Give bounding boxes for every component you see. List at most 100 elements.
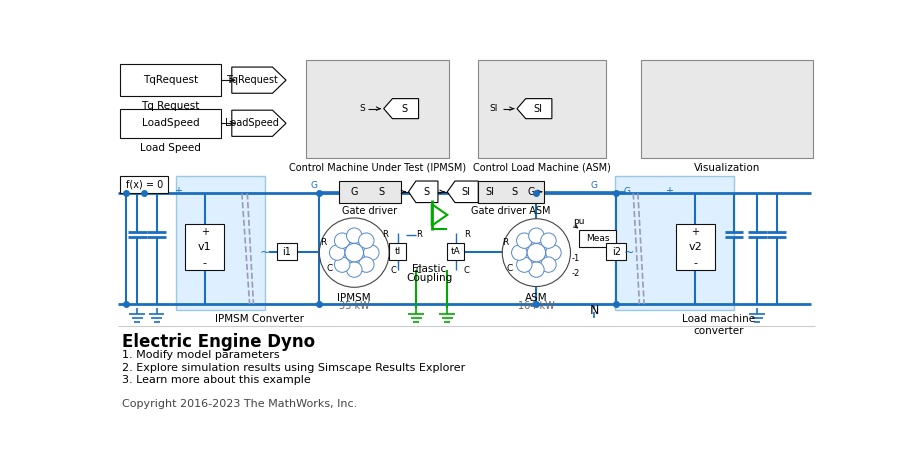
Text: LoadSpeed: LoadSpeed: [141, 118, 200, 128]
Text: S: S: [378, 187, 384, 197]
Polygon shape: [517, 98, 551, 119]
Circle shape: [363, 245, 379, 260]
Text: tI: tI: [394, 247, 400, 257]
Text: LoadSpeed: LoadSpeed: [225, 118, 279, 128]
Text: +: +: [200, 227, 209, 237]
Text: Control Machine Under Test (IPMSM): Control Machine Under Test (IPMSM): [289, 163, 466, 173]
Text: i1: i1: [282, 247, 291, 257]
Text: R: R: [415, 230, 421, 239]
FancyBboxPatch shape: [306, 60, 448, 158]
Text: ~: ~: [260, 246, 270, 259]
FancyBboxPatch shape: [120, 109, 220, 138]
FancyBboxPatch shape: [477, 60, 606, 158]
Circle shape: [344, 243, 363, 262]
Circle shape: [329, 245, 344, 260]
Circle shape: [545, 245, 560, 260]
Text: S: S: [359, 104, 364, 113]
Text: Coupling: Coupling: [406, 272, 452, 283]
Text: IPMSM: IPMSM: [337, 293, 371, 303]
Circle shape: [346, 262, 362, 277]
FancyBboxPatch shape: [120, 175, 168, 193]
Text: C: C: [415, 266, 421, 275]
Text: R: R: [502, 238, 508, 247]
FancyBboxPatch shape: [120, 64, 220, 96]
FancyBboxPatch shape: [675, 224, 714, 270]
Circle shape: [346, 228, 362, 243]
Text: SI: SI: [485, 187, 494, 197]
Text: -: -: [177, 299, 179, 309]
Circle shape: [527, 243, 545, 262]
Text: SI: SI: [533, 104, 542, 113]
Text: R: R: [320, 238, 326, 247]
Text: S: S: [423, 187, 429, 197]
Text: 35 kW: 35 kW: [339, 301, 369, 311]
Polygon shape: [231, 67, 286, 93]
Text: SI: SI: [489, 104, 497, 113]
FancyBboxPatch shape: [276, 243, 297, 260]
Circle shape: [319, 218, 389, 287]
Circle shape: [540, 233, 556, 249]
Text: Gate driver ASM: Gate driver ASM: [471, 206, 550, 216]
Text: Load machine
converter: Load machine converter: [681, 314, 754, 336]
Text: C: C: [326, 264, 333, 272]
Circle shape: [540, 257, 556, 272]
Polygon shape: [231, 110, 286, 136]
FancyBboxPatch shape: [185, 224, 224, 270]
Text: C: C: [390, 266, 395, 275]
FancyBboxPatch shape: [389, 243, 405, 260]
Text: Tq Request: Tq Request: [141, 101, 200, 111]
Circle shape: [502, 219, 570, 287]
Text: ~: ~: [623, 246, 634, 259]
Text: v2: v2: [688, 242, 701, 252]
Text: +: +: [691, 227, 699, 237]
Text: v1: v1: [198, 242, 211, 252]
Text: G: G: [590, 181, 598, 190]
Circle shape: [358, 233, 374, 249]
Text: G: G: [310, 181, 317, 190]
Polygon shape: [408, 181, 437, 203]
Circle shape: [516, 233, 531, 249]
Text: SI: SI: [461, 187, 470, 197]
Text: TqRequest: TqRequest: [143, 75, 198, 85]
Text: IPMSM Converter: IPMSM Converter: [215, 314, 304, 324]
Text: Load Speed: Load Speed: [140, 143, 200, 152]
Circle shape: [358, 257, 374, 272]
Text: +: +: [664, 186, 672, 196]
Circle shape: [528, 228, 544, 243]
FancyBboxPatch shape: [615, 175, 733, 310]
Circle shape: [528, 262, 544, 277]
Text: G: G: [623, 187, 630, 196]
Text: pu: pu: [572, 217, 584, 227]
Text: -: -: [667, 299, 670, 309]
Text: TqRequest: TqRequest: [226, 75, 278, 85]
FancyBboxPatch shape: [338, 181, 400, 203]
Polygon shape: [384, 98, 418, 119]
Text: G: G: [527, 187, 534, 197]
Text: -: -: [692, 257, 697, 268]
Polygon shape: [446, 181, 477, 203]
Text: C: C: [463, 266, 469, 275]
Text: -1: -1: [571, 254, 579, 263]
Text: f(x) = 0: f(x) = 0: [126, 179, 163, 189]
Text: i2: i2: [611, 247, 620, 257]
Circle shape: [516, 257, 531, 272]
FancyBboxPatch shape: [176, 175, 265, 310]
Text: -2: -2: [571, 269, 579, 278]
Text: Visualization: Visualization: [693, 163, 760, 173]
Text: G: G: [350, 187, 358, 197]
FancyBboxPatch shape: [477, 181, 544, 203]
Text: Electric Engine Dyno: Electric Engine Dyno: [121, 333, 314, 351]
Text: 1. Modify model parameters: 1. Modify model parameters: [121, 350, 279, 360]
Text: +: +: [174, 186, 182, 196]
Text: 164 kW: 164 kW: [517, 301, 554, 311]
Text: 2. Explore simulation results using Simscape Results Explorer: 2. Explore simulation results using Sims…: [121, 363, 465, 373]
Circle shape: [334, 233, 350, 249]
Text: -: -: [202, 257, 207, 268]
Text: Gate driver: Gate driver: [342, 206, 397, 216]
Circle shape: [511, 245, 527, 260]
Text: Control Load Machine (ASM): Control Load Machine (ASM): [472, 163, 610, 173]
Text: C: C: [506, 264, 512, 272]
Text: Meas: Meas: [585, 234, 609, 243]
Text: S: S: [511, 187, 517, 197]
Text: Copyright 2016-2023 The MathWorks, Inc.: Copyright 2016-2023 The MathWorks, Inc.: [121, 399, 356, 409]
